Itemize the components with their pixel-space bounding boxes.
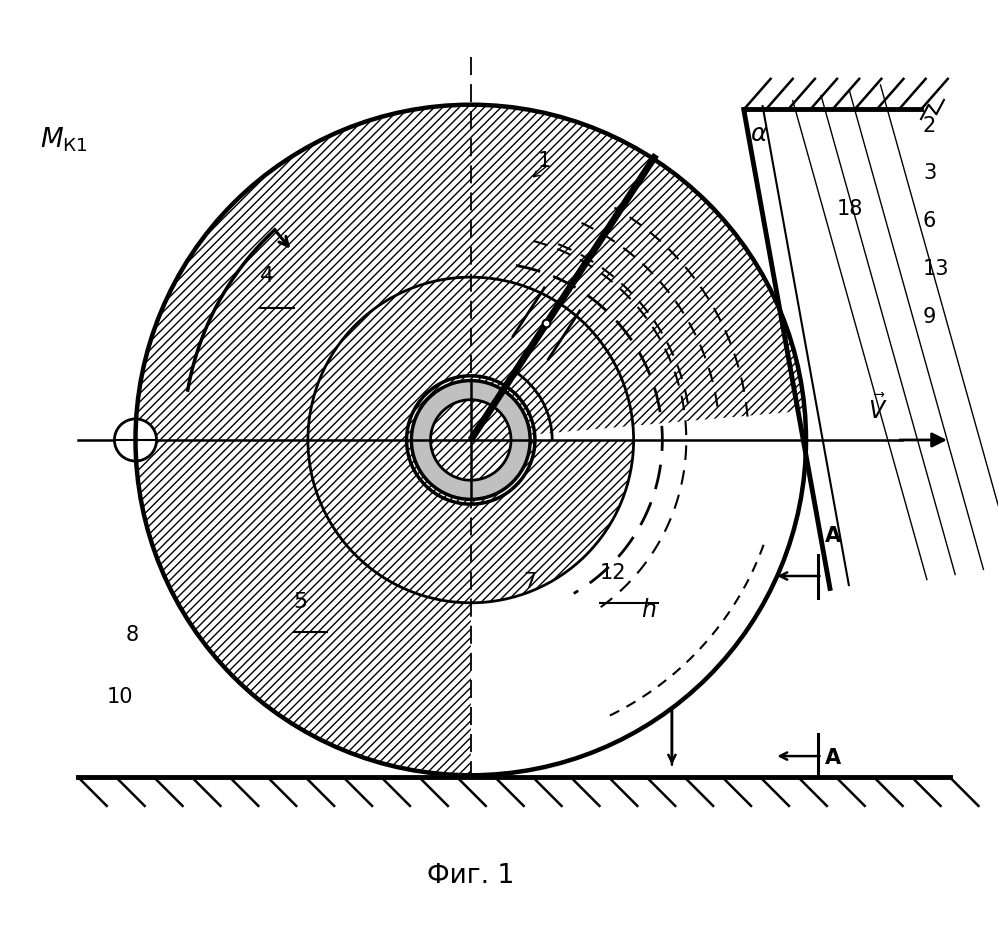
Text: 4: 4 (260, 266, 274, 286)
Text: 8: 8 (126, 625, 139, 645)
Wedge shape (471, 440, 633, 603)
Text: A: A (825, 527, 841, 546)
Text: 1: 1 (537, 151, 551, 171)
Text: 10: 10 (107, 688, 133, 707)
Wedge shape (136, 440, 471, 776)
Text: A: A (825, 748, 841, 768)
Circle shape (412, 381, 530, 499)
Text: Фиг. 1: Фиг. 1 (428, 863, 514, 889)
Circle shape (115, 419, 157, 461)
Text: 3: 3 (923, 164, 936, 184)
Text: 12: 12 (600, 563, 626, 582)
Text: 18: 18 (837, 199, 863, 219)
Circle shape (431, 400, 511, 480)
Text: 7: 7 (523, 572, 536, 593)
Text: 5: 5 (294, 592, 308, 612)
Text: 13: 13 (923, 259, 949, 279)
Wedge shape (471, 411, 806, 776)
Text: 9: 9 (923, 307, 936, 327)
Text: $M_{\mathsf{К1}}$: $M_{\mathsf{К1}}$ (40, 126, 88, 154)
Text: $\alpha$: $\alpha$ (750, 122, 768, 146)
Text: 6: 6 (923, 211, 936, 231)
Text: 2: 2 (923, 116, 936, 135)
Text: $\vec{V}$: $\vec{V}$ (868, 394, 888, 424)
Text: $h$: $h$ (641, 599, 656, 622)
Wedge shape (136, 105, 806, 776)
